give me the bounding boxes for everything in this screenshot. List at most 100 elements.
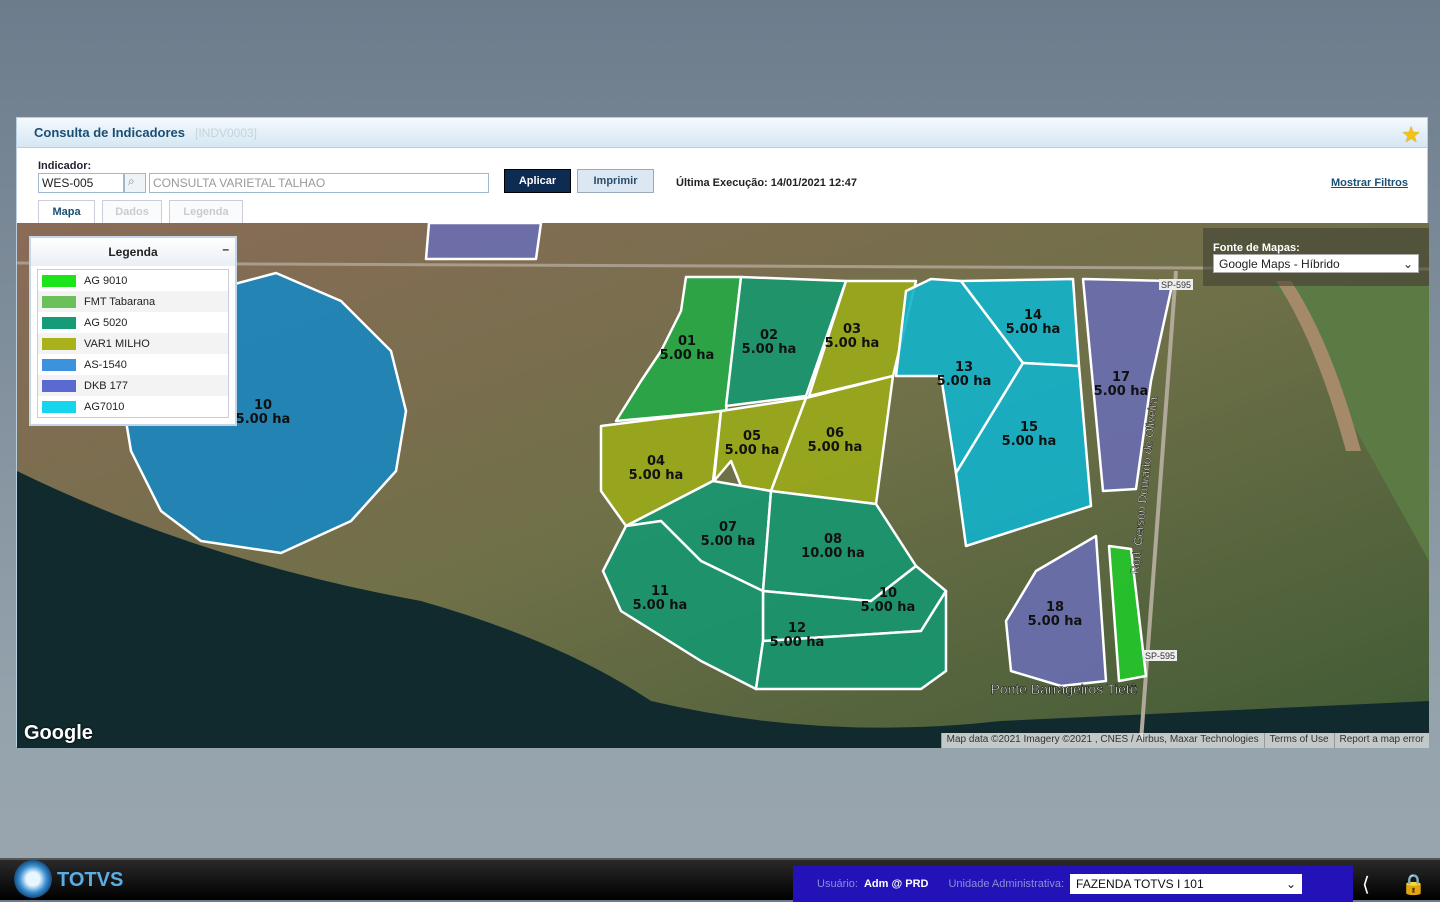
legend-swatch bbox=[42, 337, 76, 350]
field-15[interactable] bbox=[954, 361, 1093, 548]
legend-swatch bbox=[42, 316, 76, 329]
field-area-label: 5.00 ha bbox=[1002, 434, 1057, 449]
legend-swatch bbox=[42, 295, 76, 308]
unit-label: Unidade Administrativa: bbox=[948, 878, 1065, 890]
road-badge-label: SP-595 bbox=[1161, 280, 1191, 290]
indicador-description: CONSULTA VARIETAL TALHAO bbox=[149, 173, 489, 193]
minimize-icon[interactable]: – bbox=[222, 242, 229, 256]
legend-list: AG 9010 FMT Tabarana AG 5020 VAR1 MILHO AS-1… bbox=[37, 269, 229, 418]
map-source-label: Fonte de Mapas: bbox=[1213, 242, 1300, 254]
lock-icon[interactable]: 🔒 bbox=[1401, 874, 1426, 896]
field-02[interactable] bbox=[724, 275, 848, 408]
map-source-value: Google Maps - Híbrido bbox=[1219, 256, 1340, 271]
field-area-label: 5.00 ha bbox=[1006, 322, 1061, 337]
road-badge bbox=[1159, 279, 1193, 290]
field-unlabeled[interactable] bbox=[424, 223, 543, 261]
legend-item-label: AG 5020 bbox=[84, 316, 128, 329]
field-id-label: 07 bbox=[719, 520, 737, 535]
field-area-label: 5.00 ha bbox=[1028, 614, 1083, 629]
road-badge-2 bbox=[1143, 650, 1177, 661]
field-area-label: 5.00 ha bbox=[808, 440, 863, 455]
map-attribution: Map data ©2021 Imagery ©2021 , CNES / Ai… bbox=[940, 733, 1429, 748]
apply-button[interactable]: Aplicar bbox=[504, 169, 571, 193]
legend-item-label: AG 9010 bbox=[84, 274, 128, 287]
indicador-label: Indicador: bbox=[38, 160, 92, 172]
share-icon[interactable]: ⟨ bbox=[1362, 874, 1370, 896]
legend-item: AG7010 bbox=[38, 396, 228, 417]
tab-legenda[interactable]: Legenda bbox=[169, 200, 243, 223]
field-area-label: 5.00 ha bbox=[825, 336, 880, 351]
field-id-label: 02 bbox=[760, 328, 778, 343]
legend-title: Legenda bbox=[108, 245, 158, 259]
field-area-label: 5.00 ha bbox=[629, 468, 684, 483]
search-icon[interactable]: ⌕ bbox=[124, 173, 146, 193]
unit-value: FAZENDA TOTVS I 101 bbox=[1076, 877, 1204, 891]
print-button[interactable]: Imprimir bbox=[577, 169, 654, 193]
vegetation bbox=[1271, 286, 1429, 561]
map-view[interactable]: 10 5.00 ha 01 5.00 ha 02 5.00 ha 03 5.00 ha 04 5.… bbox=[17, 223, 1429, 748]
field-id-label: 10 bbox=[254, 398, 272, 413]
field-area-label: 5.00 ha bbox=[725, 443, 780, 458]
field-area-label: 5.00 ha bbox=[937, 374, 992, 389]
unit-select[interactable]: FAZENDA TOTVS I 101 ⌄ bbox=[1070, 874, 1303, 894]
field-id-label: 03 bbox=[843, 322, 861, 337]
legend-item: FMT Tabarana bbox=[38, 291, 228, 312]
field-id-label: 14 bbox=[1024, 308, 1042, 323]
field-area-label: 5.00 ha bbox=[1094, 384, 1149, 399]
field-17[interactable] bbox=[1081, 277, 1175, 493]
legend-item-label: FMT Tabarana bbox=[84, 295, 156, 308]
road-horizontal bbox=[17, 261, 1429, 271]
field-18[interactable] bbox=[1004, 534, 1108, 688]
field-id-label: 05 bbox=[743, 429, 761, 444]
terms-link[interactable]: Terms of Use bbox=[1263, 733, 1334, 748]
google-logo: Google bbox=[24, 722, 93, 744]
field-id-label: 12 bbox=[788, 621, 806, 636]
legend-item-label: DKB 177 bbox=[84, 379, 129, 392]
legend-header: Legenda – bbox=[31, 238, 235, 266]
road-vertical bbox=[1139, 270, 1178, 742]
field-area-label: 5.00 ha bbox=[701, 534, 756, 549]
place-label: Ponte Barrageiros Tietê bbox=[990, 681, 1137, 697]
window-code: [INDV0003] bbox=[194, 125, 258, 140]
field-12[interactable] bbox=[754, 589, 948, 691]
field-area-label: 5.00 ha bbox=[770, 635, 825, 650]
river-bank bbox=[1276, 281, 1361, 451]
legend-swatch bbox=[42, 358, 76, 371]
tab-mapa[interactable]: Mapa bbox=[38, 200, 95, 223]
chevron-down-icon: ⌄ bbox=[1402, 256, 1413, 271]
field-unlabeled[interactable] bbox=[1107, 544, 1148, 683]
user-label: Usuário: bbox=[817, 878, 858, 890]
legend-item: DKB 177 bbox=[38, 375, 228, 396]
field-id-label: 15 bbox=[1020, 420, 1038, 435]
legend-swatch bbox=[42, 400, 76, 413]
indicador-input[interactable]: WES-005 bbox=[38, 173, 124, 193]
field-id-label: 08 bbox=[824, 532, 842, 547]
favorite-star-icon[interactable]: ★ bbox=[1401, 122, 1421, 147]
legend-item: AG 9010 bbox=[38, 270, 228, 291]
user-bar: Usuário: Adm @ PRD Unidade Administrativ… bbox=[793, 866, 1353, 902]
map-source-select[interactable]: Google Maps - Híbrido ⌄ bbox=[1213, 254, 1419, 273]
field-area-label: 10.00 ha bbox=[801, 546, 865, 561]
field-area-label: 5.00 ha bbox=[236, 412, 291, 427]
legend-item-label: AG7010 bbox=[84, 400, 125, 413]
legend-panel: Legenda – AG 9010 FMT Tabarana AG 5020 VAR1 … bbox=[29, 236, 237, 426]
attribution-text: Map data ©2021 Imagery ©2021 , CNES / Ai… bbox=[940, 733, 1264, 748]
totvs-logo bbox=[14, 860, 52, 898]
user-value: Adm @ PRD bbox=[863, 878, 929, 890]
last-execution: Última Execução: 14/01/2021 12:47 bbox=[676, 177, 858, 189]
legend-item: AG 5020 bbox=[38, 312, 228, 333]
window-title: Consulta de Indicadores bbox=[34, 125, 185, 140]
legend-swatch bbox=[42, 274, 76, 287]
field-id-label: 04 bbox=[647, 454, 665, 469]
legend-item-label: AS-1540 bbox=[84, 358, 127, 371]
indicator-window: Consulta de Indicadores [INDV0003] ★ Ind… bbox=[16, 117, 1429, 748]
legend-item: VAR1 MILHO bbox=[38, 333, 228, 354]
field-id-label: 06 bbox=[826, 426, 844, 441]
tab-dados[interactable]: Dados bbox=[102, 200, 162, 223]
field-id-label: 13 bbox=[955, 360, 973, 375]
report-link[interactable]: Report a map error bbox=[1333, 733, 1429, 748]
show-filters-link[interactable]: Mostrar Filtros bbox=[1330, 177, 1408, 189]
field-id-label: 17 bbox=[1112, 370, 1130, 385]
field-area-label: 5.00 ha bbox=[660, 348, 715, 363]
brand-name: TOTVS bbox=[57, 869, 124, 891]
